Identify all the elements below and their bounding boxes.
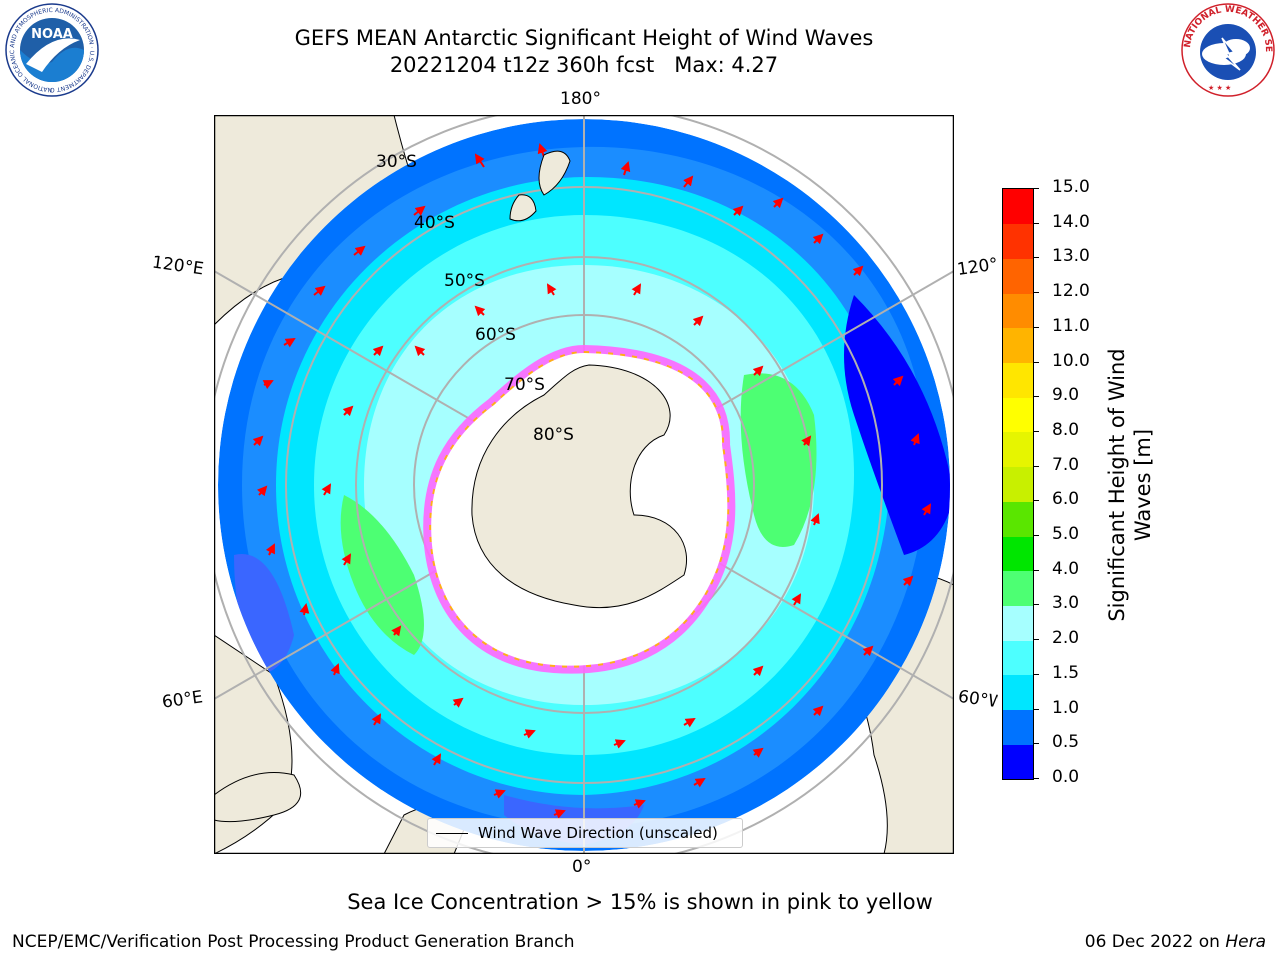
antarctica bbox=[423, 344, 736, 674]
colorbar-tick-mark bbox=[1033, 708, 1039, 710]
colorbar-segment bbox=[1003, 605, 1033, 641]
machine-name: Hera bbox=[1225, 932, 1266, 952]
colorbar-tick-label: 13.0 bbox=[1052, 246, 1090, 267]
colorbar-segment bbox=[1003, 327, 1033, 364]
legend-line-swatch bbox=[436, 832, 468, 834]
colorbar-tick-mark bbox=[1033, 326, 1039, 328]
colorbar-tick-mark bbox=[1033, 604, 1039, 606]
colorbar-segment bbox=[1003, 744, 1033, 780]
colorbar-tick-mark bbox=[1033, 639, 1039, 641]
sea-ice-note: Sea Ice Concentration > 15% is shown in … bbox=[347, 890, 933, 914]
colorbar-tick-mark bbox=[1033, 465, 1039, 467]
colorbar-tick-label: 0.0 bbox=[1052, 767, 1080, 787]
colorbar-segment bbox=[1003, 674, 1033, 711]
colorbar-segment bbox=[1003, 466, 1033, 502]
colorbar-tick-label: 9.0 bbox=[1052, 385, 1080, 406]
lat-label-70: 70°S bbox=[504, 375, 545, 395]
colorbar-tick-mark bbox=[1033, 778, 1039, 779]
run-date-text: 06 Dec 2022 on bbox=[1084, 932, 1226, 952]
colorbar-segment bbox=[1003, 640, 1033, 676]
noaa-logo-text: NOAA bbox=[31, 27, 73, 42]
colorbar-tick-label: 14.0 bbox=[1052, 211, 1090, 232]
colorbar-tick-label: 7.0 bbox=[1052, 454, 1080, 475]
colorbar-segment bbox=[1003, 431, 1033, 468]
lat-label-50: 50°S bbox=[444, 271, 485, 291]
colorbar-tick-mark bbox=[1033, 292, 1039, 294]
colorbar-tick-mark bbox=[1033, 743, 1039, 745]
colorbar-segment bbox=[1003, 709, 1033, 745]
run-date: 06 Dec 2022 on Hera bbox=[1085, 932, 1266, 952]
lat-label-30: 30°S bbox=[376, 152, 417, 172]
colorbar-tick-label: 1.0 bbox=[1052, 697, 1080, 718]
lat-label-40: 40°S bbox=[414, 213, 455, 233]
colorbar-tick-mark bbox=[1033, 222, 1039, 224]
colorbar-tick-mark bbox=[1033, 257, 1039, 259]
colorbar-tick-label: 6.0 bbox=[1052, 489, 1080, 510]
lon-label-right-lower: 60°W bbox=[956, 686, 1007, 714]
colorbar-tick-label: 15.0 bbox=[1052, 177, 1090, 197]
colorbar-segment bbox=[1003, 397, 1033, 433]
colorbar-segment bbox=[1003, 362, 1033, 398]
colorbar-title-line1: Significant Height of Wind bbox=[1105, 348, 1129, 622]
colorbar-segment bbox=[1003, 501, 1033, 537]
colorbar-tick-mark bbox=[1033, 188, 1039, 189]
noaa-logo-icon: NATIONAL OCEANIC AND ATMOSPHERIC ADMINIS… bbox=[2, 2, 99, 97]
colorbar-title: Significant Height of Wind Waves [m] bbox=[1104, 275, 1156, 695]
map-panel bbox=[214, 115, 954, 854]
colorbar-tick-mark bbox=[1033, 535, 1039, 537]
colorbar-segment bbox=[1003, 293, 1033, 329]
colorbar-segment bbox=[1003, 570, 1033, 606]
colorbar bbox=[1002, 188, 1034, 780]
colorbar-tick-label: 2.0 bbox=[1052, 628, 1080, 649]
branch-credit: NCEP/EMC/Verification Post Processing Pr… bbox=[12, 932, 575, 952]
colorbar-segment bbox=[1003, 223, 1033, 259]
lon-label-left-upper: 120°E bbox=[150, 252, 205, 280]
lon-label-bottom: 0° bbox=[572, 857, 592, 877]
map-legend: Wind Wave Direction (unscaled) bbox=[427, 818, 743, 848]
colorbar-tick-label: 5.0 bbox=[1052, 524, 1080, 545]
islands bbox=[509, 150, 571, 222]
lat-label-60: 60°S bbox=[475, 325, 516, 345]
lon-label-top: 180° bbox=[560, 89, 601, 109]
colorbar-tick-label: 1.5 bbox=[1052, 662, 1080, 683]
colorbar-tick-label: 10.0 bbox=[1052, 350, 1090, 371]
legend-label: Wind Wave Direction (unscaled) bbox=[478, 824, 718, 842]
colorbar-tick-mark bbox=[1033, 396, 1039, 398]
colorbar-tick-label: 12.0 bbox=[1052, 281, 1090, 302]
colorbar-tick-label: 3.0 bbox=[1052, 593, 1080, 614]
colorbar-segment bbox=[1003, 189, 1033, 225]
colorbar-segment bbox=[1003, 536, 1033, 572]
chart-subtitle: 20221204 t12z 360h fcst Max: 4.27 bbox=[389, 53, 779, 77]
svg-text:★ ★ ★: ★ ★ ★ bbox=[1208, 84, 1231, 92]
colorbar-tick-mark bbox=[1033, 500, 1039, 502]
colorbar-tick-label: 4.0 bbox=[1052, 558, 1080, 579]
wind-wave-arrows bbox=[252, 143, 932, 819]
colorbar-tick-label: 8.0 bbox=[1052, 419, 1080, 440]
colorbar-tick-mark bbox=[1033, 673, 1039, 675]
chart-title: GEFS MEAN Antarctic Significant Height o… bbox=[294, 26, 874, 50]
colorbar-tick-label: 11.0 bbox=[1052, 315, 1090, 336]
colorbar-tick-mark bbox=[1033, 569, 1039, 571]
colorbar-title-line2: Waves [m] bbox=[1131, 428, 1155, 542]
lon-label-left-lower: 60°E bbox=[160, 687, 205, 713]
colorbar-segment bbox=[1003, 258, 1033, 294]
colorbar-tick-mark bbox=[1033, 430, 1039, 432]
lat-label-80: 80°S bbox=[533, 425, 574, 445]
nws-logo-icon: NATIONAL WEATHER SERVICE ★ ★ ★ bbox=[1178, 2, 1275, 97]
colorbar-tick-mark bbox=[1033, 361, 1039, 363]
colorbar-tick-label: 0.5 bbox=[1052, 732, 1080, 753]
